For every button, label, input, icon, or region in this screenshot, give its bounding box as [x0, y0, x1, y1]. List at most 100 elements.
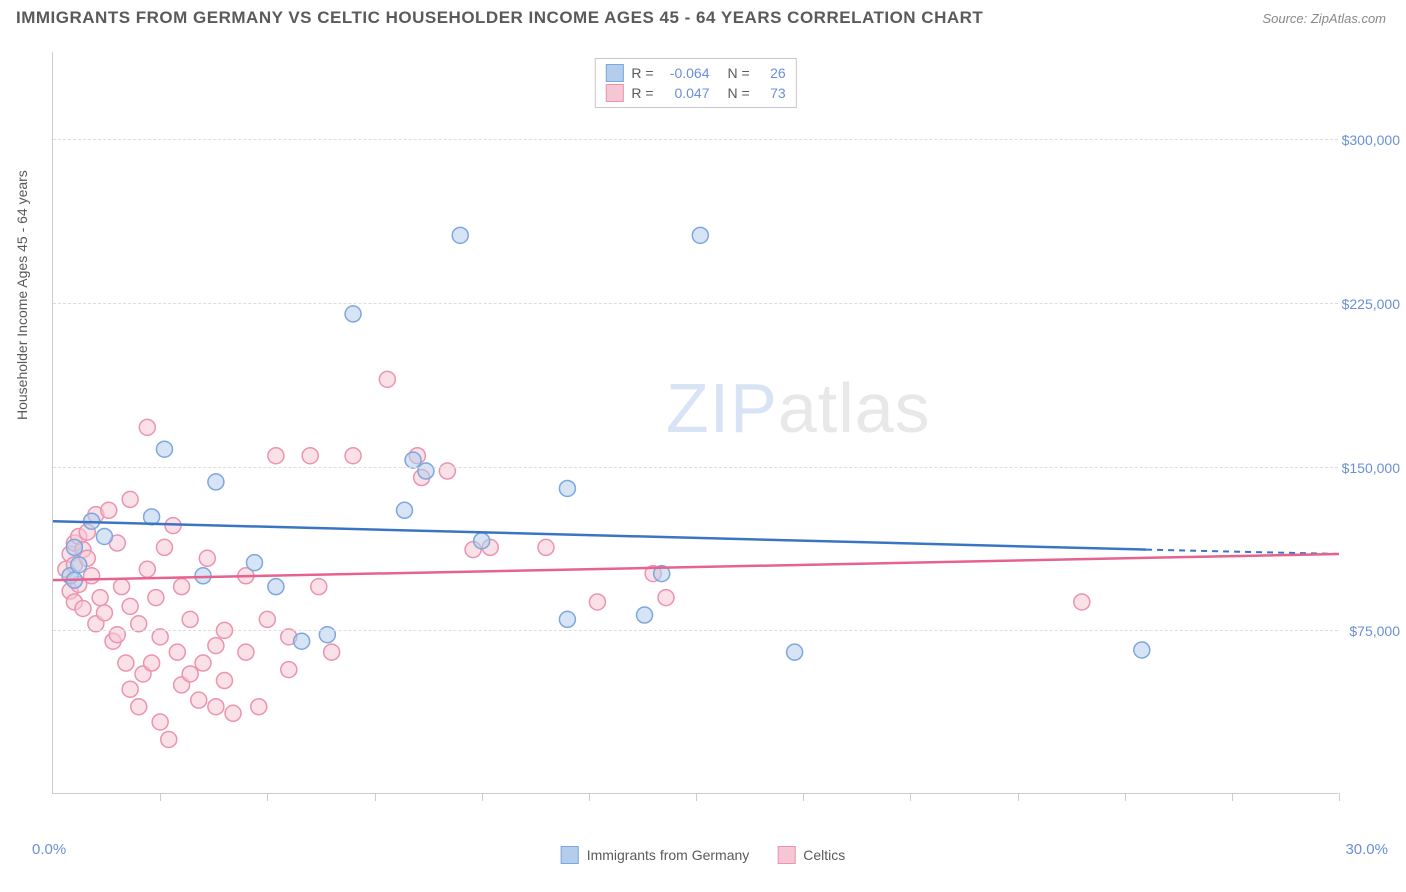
x-tick — [375, 793, 376, 801]
data-point — [692, 227, 708, 243]
data-point — [1074, 594, 1090, 610]
regression-line — [53, 521, 1146, 549]
legend-r-label: R = — [631, 85, 653, 101]
data-point — [439, 463, 455, 479]
data-point — [251, 699, 267, 715]
data-point — [122, 598, 138, 614]
x-axis-min-label: 0.0% — [32, 841, 66, 858]
legend-item: Celtics — [777, 846, 845, 864]
y-tick-label: $75,000 — [1349, 623, 1400, 639]
data-point — [418, 463, 434, 479]
legend-item: Immigrants from Germany — [561, 846, 750, 864]
data-point — [345, 448, 361, 464]
legend-row: R = 0.047 N = 73 — [605, 83, 785, 103]
data-point — [281, 662, 297, 678]
y-tick-label: $300,000 — [1342, 132, 1400, 148]
legend-n-value: 73 — [758, 85, 786, 101]
x-tick — [910, 793, 911, 801]
scatter-plot-svg — [53, 52, 1338, 793]
data-point — [559, 480, 575, 496]
data-point — [319, 627, 335, 643]
data-point — [268, 448, 284, 464]
gridline: $150,000 — [53, 467, 1338, 468]
data-point — [324, 644, 340, 660]
data-point — [246, 555, 262, 571]
data-point — [182, 666, 198, 682]
data-point — [345, 306, 361, 322]
x-tick — [482, 793, 483, 801]
chart-title: IMMIGRANTS FROM GERMANY VS CELTIC HOUSEH… — [16, 8, 983, 28]
data-point — [474, 533, 490, 549]
data-point — [152, 714, 168, 730]
data-point — [195, 655, 211, 671]
x-tick — [1232, 793, 1233, 801]
data-point — [156, 539, 172, 555]
data-point — [1134, 642, 1150, 658]
data-point — [182, 611, 198, 627]
data-point — [311, 579, 327, 595]
data-point — [161, 731, 177, 747]
data-point — [96, 528, 112, 544]
data-point — [538, 539, 554, 555]
data-point — [169, 644, 185, 660]
y-tick-label: $225,000 — [1342, 296, 1400, 312]
data-point — [208, 699, 224, 715]
legend-r-label: R = — [631, 65, 653, 81]
legend-r-value: -0.064 — [662, 65, 710, 81]
legend-n-label: N = — [728, 85, 750, 101]
legend-n-value: 26 — [758, 65, 786, 81]
legend-n-label: N = — [728, 65, 750, 81]
x-tick — [1339, 793, 1340, 801]
source-attribution: Source: ZipAtlas.com — [1262, 11, 1386, 26]
legend-swatch — [777, 846, 795, 864]
legend-swatch — [561, 846, 579, 864]
correlation-legend: R = -0.064 N = 26 R = 0.047 N = 73 — [594, 58, 796, 108]
data-point — [379, 371, 395, 387]
legend-r-value: 0.047 — [662, 85, 710, 101]
data-point — [118, 655, 134, 671]
data-point — [139, 561, 155, 577]
data-point — [174, 579, 190, 595]
chart-plot-area: ZIPatlas R =-0.064N =26R =0.047N =73 $75… — [52, 52, 1338, 794]
legend-label: Immigrants from Germany — [587, 847, 750, 863]
x-tick — [160, 793, 161, 801]
data-point — [559, 611, 575, 627]
data-point — [787, 644, 803, 660]
x-tick — [803, 793, 804, 801]
gridline: $75,000 — [53, 630, 1338, 631]
chart-header: IMMIGRANTS FROM GERMANY VS CELTIC HOUSEH… — [0, 0, 1406, 28]
data-point — [191, 692, 207, 708]
series-legend: Immigrants from Germany Celtics — [561, 846, 846, 864]
data-point — [259, 611, 275, 627]
data-point — [208, 474, 224, 490]
data-point — [131, 699, 147, 715]
data-point — [139, 419, 155, 435]
data-point — [302, 448, 318, 464]
data-point — [75, 601, 91, 617]
x-tick — [1125, 793, 1126, 801]
gridline: $300,000 — [53, 139, 1338, 140]
data-point — [452, 227, 468, 243]
y-axis-title: Householder Income Ages 45 - 64 years — [14, 170, 30, 420]
data-point — [71, 557, 87, 573]
x-tick — [1018, 793, 1019, 801]
data-point — [294, 633, 310, 649]
data-point — [122, 681, 138, 697]
data-point — [397, 502, 413, 518]
data-point — [96, 605, 112, 621]
data-point — [268, 579, 284, 595]
legend-row: R = -0.064 N = 26 — [605, 63, 785, 83]
data-point — [225, 705, 241, 721]
x-tick — [589, 793, 590, 801]
data-point — [658, 590, 674, 606]
data-point — [156, 441, 172, 457]
legend-swatch — [605, 84, 623, 102]
data-point — [199, 550, 215, 566]
x-axis-max-label: 30.0% — [1345, 841, 1388, 858]
data-point — [637, 607, 653, 623]
data-point — [216, 673, 232, 689]
x-tick — [696, 793, 697, 801]
data-point — [84, 568, 100, 584]
legend-swatch — [605, 64, 623, 82]
data-point — [208, 638, 224, 654]
